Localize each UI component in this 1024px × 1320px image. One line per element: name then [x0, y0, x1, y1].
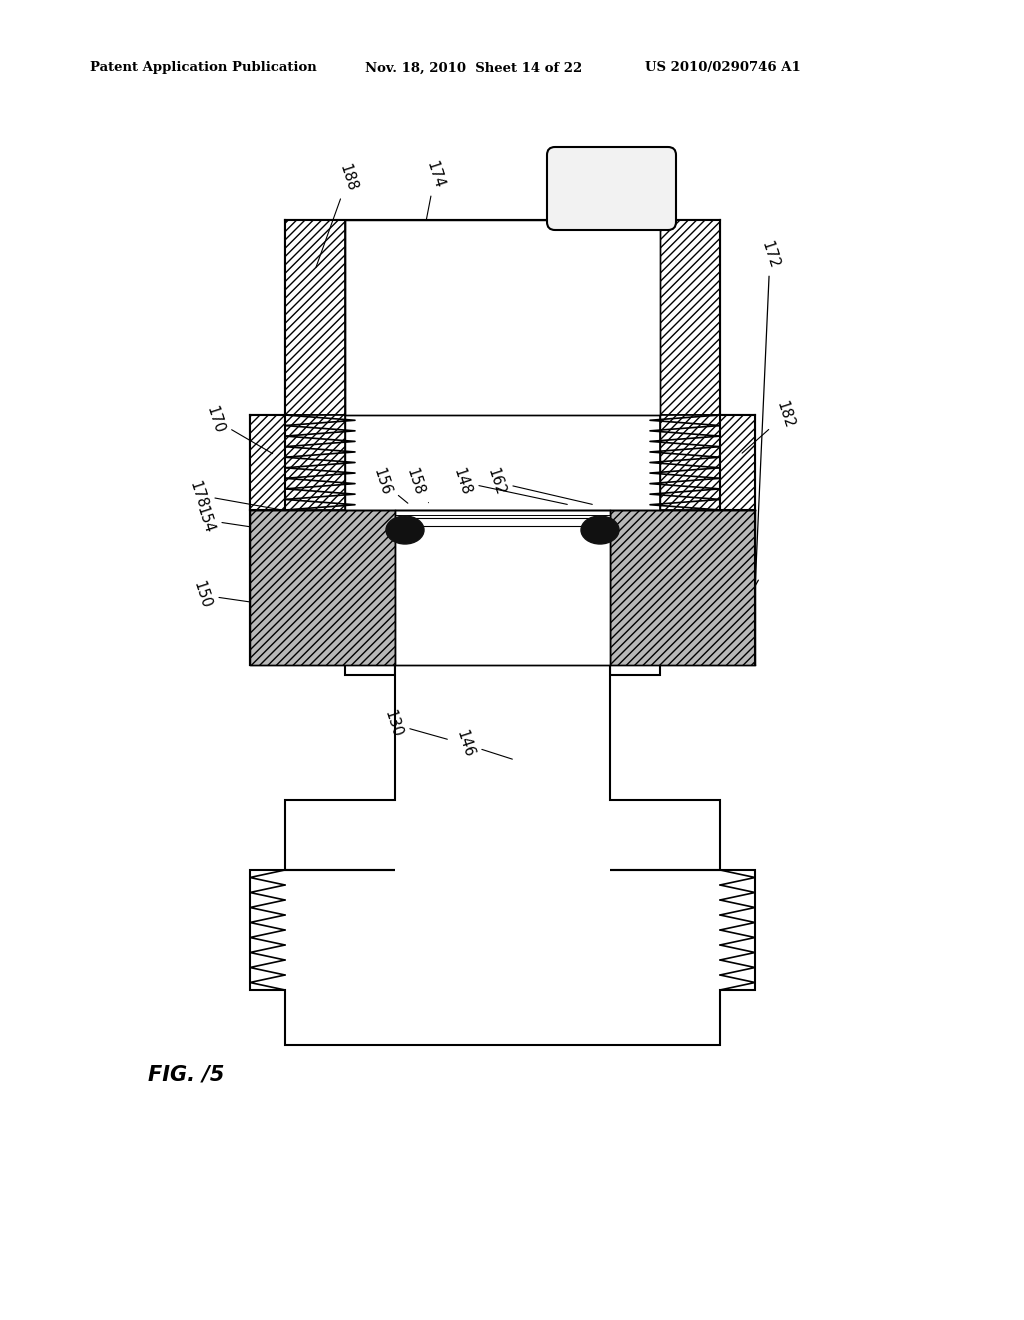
- Text: 174: 174: [406, 160, 446, 327]
- Text: 156: 156: [371, 466, 408, 503]
- Text: 150: 150: [190, 579, 373, 619]
- Ellipse shape: [581, 516, 618, 544]
- Text: 178: 178: [186, 479, 307, 515]
- Bar: [550, 219, 673, 227]
- Text: 158: 158: [403, 466, 428, 503]
- Bar: [610, 510, 755, 665]
- Polygon shape: [250, 220, 755, 675]
- Text: Nov. 18, 2010  Sheet 14 of 22: Nov. 18, 2010 Sheet 14 of 22: [365, 62, 583, 74]
- Text: 172: 172: [753, 239, 781, 586]
- Text: 148: 148: [451, 466, 567, 504]
- Text: Patent Application Publication: Patent Application Publication: [90, 62, 316, 74]
- Text: 152: 152: [451, 546, 508, 579]
- Bar: [660, 220, 720, 414]
- Text: US 2010/0290746 A1: US 2010/0290746 A1: [645, 62, 801, 74]
- Text: 170: 170: [204, 404, 272, 454]
- Bar: [395, 510, 610, 665]
- Text: 160: 160: [419, 532, 477, 564]
- Text: 132: 132: [393, 585, 467, 615]
- Ellipse shape: [386, 516, 424, 544]
- Text: 162: 162: [484, 466, 592, 504]
- Bar: [250, 414, 345, 510]
- Text: 130: 130: [382, 709, 447, 739]
- Bar: [285, 220, 345, 414]
- Text: 140: 140: [693, 602, 737, 634]
- Text: FIG. /5: FIG. /5: [148, 1064, 224, 1084]
- Bar: [250, 510, 395, 665]
- Text: 154: 154: [194, 504, 302, 536]
- Bar: [660, 414, 755, 510]
- Text: 188: 188: [316, 162, 359, 268]
- Text: 182: 182: [742, 400, 797, 453]
- Text: 146: 146: [454, 729, 512, 759]
- Polygon shape: [250, 665, 755, 1045]
- FancyBboxPatch shape: [547, 147, 676, 230]
- Bar: [345, 220, 660, 414]
